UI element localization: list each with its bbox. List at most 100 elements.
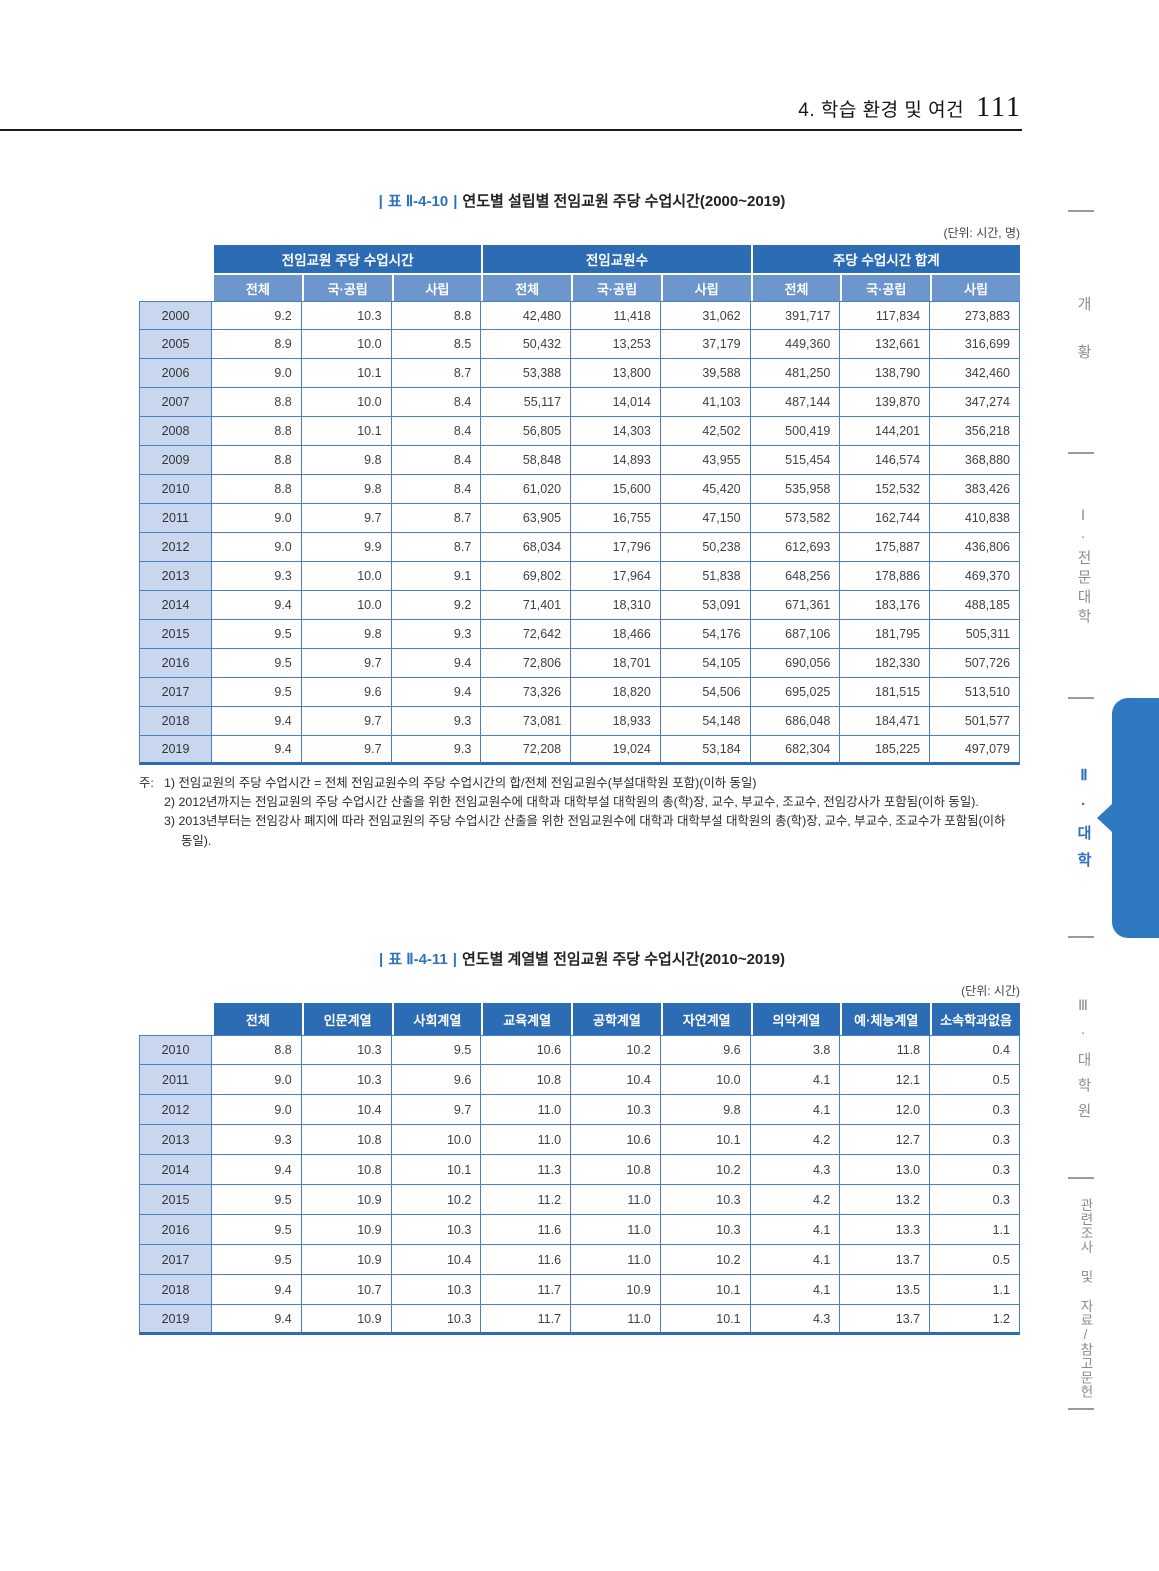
sidebar-tab-references: 관련조사 및 자료/참고문헌 bbox=[1078, 1198, 1093, 1399]
value-cell: 9.5 bbox=[212, 678, 302, 707]
value-cell: 9.7 bbox=[301, 504, 392, 533]
value-cell: 10.8 bbox=[571, 1155, 661, 1185]
value-cell: 347,274 bbox=[930, 388, 1020, 417]
value-cell: 0.3 bbox=[930, 1155, 1020, 1185]
column-header: 전체 bbox=[750, 273, 841, 301]
title-bar-icon: | bbox=[378, 193, 383, 210]
year-cell: 2016 bbox=[139, 649, 212, 678]
year-cell: 2015 bbox=[139, 620, 212, 649]
year-cell: 2007 bbox=[139, 388, 212, 417]
value-cell: 10.0 bbox=[301, 562, 392, 591]
column-header: 사회계열 bbox=[391, 1003, 482, 1035]
value-cell: 10.3 bbox=[660, 1215, 751, 1245]
value-cell: 10.3 bbox=[660, 1185, 751, 1215]
value-cell: 37,179 bbox=[660, 330, 751, 359]
table-row: 2011 9.0 9.7 8.7 63,905 16,755 47,150 573,582 16… bbox=[139, 504, 1020, 533]
year-cell: 2010 bbox=[139, 475, 212, 504]
year-cell: 2019 bbox=[139, 736, 212, 765]
value-cell: 648,256 bbox=[750, 562, 841, 591]
value-cell: 10.8 bbox=[481, 1065, 572, 1095]
table1-title: | 표 Ⅱ-4-10 | 연도별 설립별 전임교원 주당 수업시간(2000~2019… bbox=[139, 190, 1020, 211]
value-cell: 9.6 bbox=[391, 1065, 482, 1095]
table-row: 2018 9.4 10.7 10.3 11.7 10.9 10.1 4.1 13.5 1.1 bbox=[139, 1275, 1020, 1305]
year-cell: 2019 bbox=[139, 1305, 212, 1335]
value-cell: 273,883 bbox=[930, 301, 1020, 330]
value-cell: 9.3 bbox=[212, 1125, 302, 1155]
value-cell: 10.3 bbox=[391, 1215, 482, 1245]
note-line: 3) 2013년부터는 전임강사 폐지에 따라 전임교원의 주당 수업시간 산출… bbox=[139, 812, 1020, 850]
value-cell: 10.0 bbox=[301, 330, 392, 359]
value-cell: 383,426 bbox=[930, 475, 1020, 504]
value-cell: 316,699 bbox=[930, 330, 1020, 359]
value-cell: 612,693 bbox=[750, 533, 841, 562]
value-cell: 12.7 bbox=[840, 1125, 931, 1155]
value-cell: 671,361 bbox=[750, 591, 841, 620]
value-cell: 56,805 bbox=[481, 417, 572, 446]
value-cell: 8.5 bbox=[391, 330, 482, 359]
value-cell: 8.8 bbox=[212, 446, 302, 475]
value-cell: 8.7 bbox=[391, 504, 482, 533]
table-setup-type: 전임교원 주당 수업시간 전임교원수 주당 수업시간 합계 전체 국·공립 사립 전체 국·공… bbox=[139, 245, 1020, 765]
value-cell: 13,253 bbox=[571, 330, 661, 359]
value-cell: 50,432 bbox=[481, 330, 572, 359]
year-cell: 2009 bbox=[139, 446, 212, 475]
value-cell: 368,880 bbox=[930, 446, 1020, 475]
value-cell: 0.3 bbox=[930, 1185, 1020, 1215]
table-row: 2009 8.8 9.8 8.4 58,848 14,893 43,955 515,454 14… bbox=[139, 446, 1020, 475]
value-cell: 43,955 bbox=[660, 446, 751, 475]
column-header: 공학계열 bbox=[571, 1003, 661, 1035]
value-cell: 19,024 bbox=[571, 736, 661, 765]
value-cell: 9.1 bbox=[391, 562, 482, 591]
value-cell: 10.0 bbox=[391, 1125, 482, 1155]
value-cell: 10.1 bbox=[301, 359, 392, 388]
column-header: 사립 bbox=[660, 273, 751, 301]
value-cell: 10.6 bbox=[481, 1035, 572, 1065]
year-cell: 2016 bbox=[139, 1215, 212, 1245]
value-cell: 69,802 bbox=[481, 562, 572, 591]
value-cell: 9.6 bbox=[301, 678, 392, 707]
table-row: 2018 9.4 9.7 9.3 73,081 18,933 54,148 686,048 18… bbox=[139, 707, 1020, 736]
value-cell: 4.1 bbox=[750, 1275, 841, 1305]
column-group-header: 전임교원 주당 수업시간 bbox=[212, 245, 482, 273]
value-cell: 9.9 bbox=[301, 533, 392, 562]
value-cell: 13,800 bbox=[571, 359, 661, 388]
value-cell: 4.3 bbox=[750, 1305, 841, 1335]
value-cell: 10.3 bbox=[301, 1065, 392, 1095]
year-cell: 2018 bbox=[139, 1275, 212, 1305]
value-cell: 9.0 bbox=[212, 1095, 302, 1125]
value-cell: 0.5 bbox=[930, 1245, 1020, 1275]
value-cell: 12.1 bbox=[840, 1065, 931, 1095]
value-cell: 132,661 bbox=[840, 330, 931, 359]
value-cell: 11.0 bbox=[481, 1125, 572, 1155]
sidebar-tab-graduate-school: Ⅲ·대학원 bbox=[1075, 998, 1091, 1129]
value-cell: 73,081 bbox=[481, 707, 572, 736]
value-cell: 4.1 bbox=[750, 1065, 841, 1095]
value-cell: 63,905 bbox=[481, 504, 572, 533]
header-rule bbox=[0, 129, 1022, 131]
column-header: 소속학과없음 bbox=[930, 1003, 1020, 1035]
table2-title-text: 연도별 계열별 전임교원 주당 수업시간(2010~2019) bbox=[461, 951, 785, 968]
column-header: 전체 bbox=[212, 1003, 302, 1035]
value-cell: 687,106 bbox=[750, 620, 841, 649]
value-cell: 68,034 bbox=[481, 533, 572, 562]
value-cell: 11.0 bbox=[481, 1095, 572, 1125]
year-cell: 2010 bbox=[139, 1035, 212, 1065]
value-cell: 184,471 bbox=[840, 707, 931, 736]
table-row: 2017 9.5 9.6 9.4 73,326 18,820 54,506 695,025 18… bbox=[139, 678, 1020, 707]
value-cell: 8.8 bbox=[212, 417, 302, 446]
year-cell: 2006 bbox=[139, 359, 212, 388]
table-row: 2015 9.5 9.8 9.3 72,642 18,466 54,176 687,106 18… bbox=[139, 620, 1020, 649]
value-cell: 11.0 bbox=[571, 1185, 661, 1215]
value-cell: 10.1 bbox=[391, 1155, 482, 1185]
value-cell: 515,454 bbox=[750, 446, 841, 475]
table-row: 2010 8.8 9.8 8.4 61,020 15,600 45,420 535,958 15… bbox=[139, 475, 1020, 504]
year-cell: 2017 bbox=[139, 678, 212, 707]
value-cell: 18,466 bbox=[571, 620, 661, 649]
value-cell: 10.9 bbox=[301, 1185, 392, 1215]
year-cell: 2011 bbox=[139, 1065, 212, 1095]
value-cell: 9.0 bbox=[212, 533, 302, 562]
value-cell: 117,834 bbox=[840, 301, 931, 330]
value-cell: 9.7 bbox=[391, 1095, 482, 1125]
table-row: 2017 9.5 10.9 10.4 11.6 11.0 10.2 4.1 13.7 0.5 bbox=[139, 1245, 1020, 1275]
value-cell: 54,105 bbox=[660, 649, 751, 678]
